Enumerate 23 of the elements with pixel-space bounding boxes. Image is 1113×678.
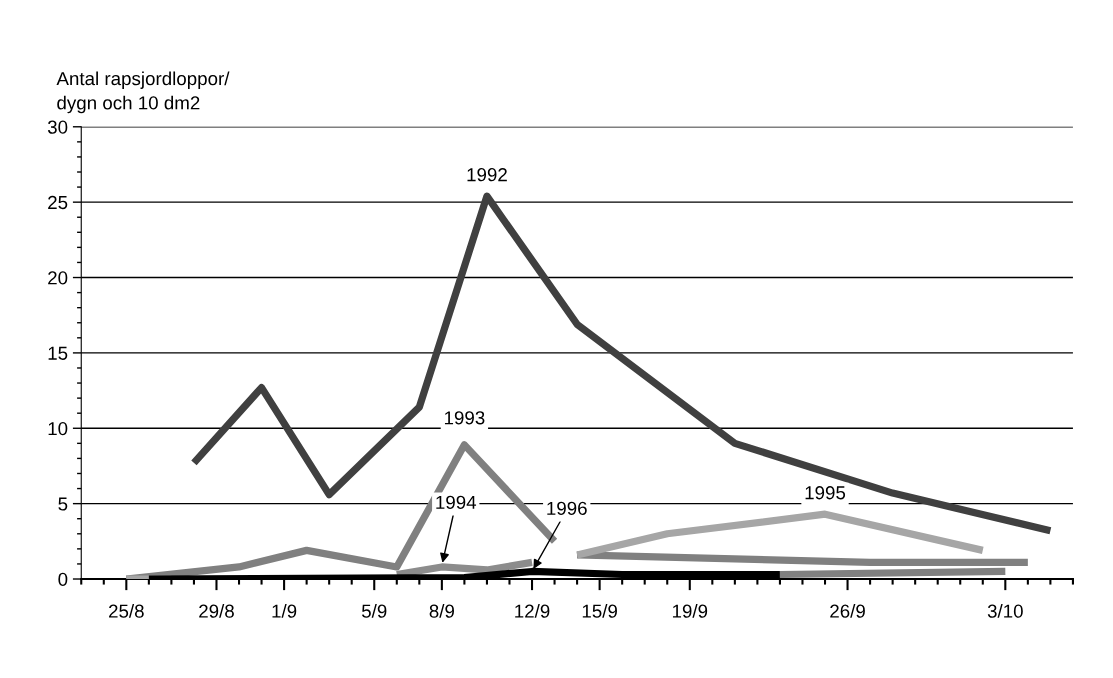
x-tick-label: 15/9: [582, 604, 617, 618]
x-tick-label: 12/9: [515, 604, 550, 618]
y-axis-title: Antal rapsjordloppor/ dygn och 10 dm2: [56, 71, 230, 114]
x-tick-label: 1/9: [272, 604, 297, 618]
y-tick-label: 30: [47, 120, 68, 134]
annotation: 1992: [467, 168, 507, 182]
y-tick-label: 25: [48, 195, 68, 210]
y-tick-label: 20: [48, 271, 68, 285]
annotation: 1995: [805, 486, 846, 500]
y-tick-label: 5: [58, 497, 68, 511]
y-tick-label: 15: [48, 346, 68, 360]
annotation: 1993: [444, 411, 485, 425]
x-tick-label: 19/9: [672, 604, 708, 618]
x-tick-label: 29/8: [199, 604, 234, 618]
x-tick-label: 5/9: [361, 604, 387, 618]
y-tick-label: 10: [48, 421, 68, 436]
annotation: 1996: [547, 501, 587, 515]
x-tick-label: 3/10: [987, 604, 1023, 618]
annotation: 1994: [436, 495, 477, 509]
y-tick-label: 0: [58, 572, 68, 586]
x-tick-label: 8/9: [429, 604, 455, 618]
x-tick-label: 26/9: [830, 604, 865, 618]
x-tick-label: 25/8: [109, 604, 144, 618]
